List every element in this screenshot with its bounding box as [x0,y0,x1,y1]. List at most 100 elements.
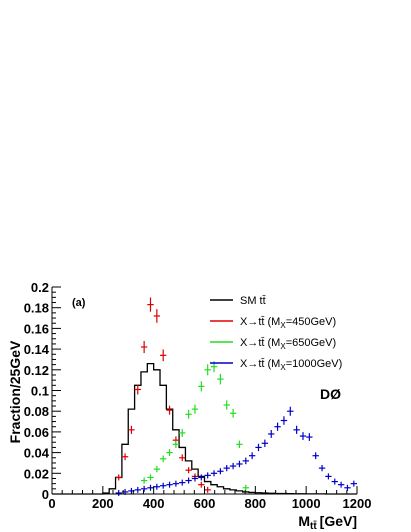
data-point-series-3 [172,480,180,487]
data-point-series-1 [115,474,122,481]
legend-label-tail: =1000GeV) [286,358,343,370]
data-point-series-2 [166,449,173,457]
x-tick-label: 1200 [343,496,372,511]
data-point-series-3 [236,460,243,468]
data-point-series-2 [236,440,243,449]
data-point-series-3 [261,439,269,448]
data-point-series-1 [179,454,186,462]
legend-label-tail: =450GeV) [286,316,336,328]
y-tick-label: 0.16 [24,321,49,336]
y-tick-label: 0.2 [31,280,49,295]
x-axis-title: Mtt̄ [GeV] [298,513,357,532]
data-point-series-3 [337,481,345,488]
legend-label-sub: X [280,321,286,330]
data-point-series-3 [280,416,288,425]
data-point-series-3 [223,465,230,472]
data-point-series-1 [134,384,141,395]
data-point-series-2 [229,408,237,418]
data-point-series-2 [223,400,230,410]
y-axis-title: Fraction/25GeV [7,340,23,443]
data-point-series-3 [229,462,237,470]
x-tick-label: 0 [48,496,55,511]
data-point-series-3 [331,478,338,485]
x-axis-title-main: M [298,513,310,529]
data-point-series-1 [128,425,135,434]
data-point-series-3 [166,481,173,488]
data-point-series-3 [274,422,281,431]
legend-label-main: SM tt̄ [240,295,266,307]
y-tick-label: 0.1 [31,384,49,399]
y-tick-label: 0 [42,487,49,502]
data-point-series-3 [160,482,167,489]
legend-label-main: X→tt̄ (M [240,316,280,328]
data-point-series-3 [140,485,148,492]
y-tick-label: 0.18 [24,301,49,316]
panel-label: (a) [72,297,86,309]
y-tick-label: 0.14 [24,342,50,357]
data-point-series-3 [147,484,154,491]
data-point-series-3 [350,480,357,487]
data-point-series-3 [248,452,256,460]
data-point-series-2 [191,404,199,414]
data-point-series-3 [306,433,313,441]
x-tick-label: 800 [244,496,266,511]
data-point-series-2 [172,440,180,449]
data-point-series-2 [185,409,192,419]
legend-label: SM tt̄ [240,295,266,307]
data-point-series-2 [217,373,224,385]
legend-label: X→tt̄ (MX=1000GeV) [240,358,342,372]
legend-label-tail: =650GeV) [286,337,336,349]
legend-item: X→tt̄ (MX=650GeV) [210,337,336,351]
legend-label-main: X→tt̄ (M [240,337,280,349]
data-point-series-3 [185,477,192,484]
data-point-series-3 [242,457,249,465]
y-tick-label: 0.06 [24,425,49,440]
x-axis-title-unit: [GeV] [320,513,357,529]
legend-label: X→tt̄ (MX=450GeV) [240,316,336,330]
data-point-series-3 [325,473,332,480]
data-point-series-1 [204,486,211,493]
x-tick-label: 400 [143,496,165,511]
legend-item: SM tt̄ [210,295,266,307]
y-ticks: 0 0.02 0.04 0.06 0.08 0.1 0.12 0.14 0.16 0.18 0.2 [24,280,61,502]
data-point-series-3 [115,489,122,496]
data-point-series-3 [255,443,262,452]
x-axis-title-sub: tt̄ [310,520,317,532]
legend-label-sub: X [280,363,286,372]
data-point-series-3 [217,468,224,475]
data-point-series-3 [344,484,351,491]
y-tick-label: 0.12 [24,363,49,378]
data-point-series-2 [147,474,154,481]
data-point-series-3 [268,430,275,438]
data-point-series-1 [160,349,167,362]
experiment-label: DØ [320,386,341,402]
data-point-series-2 [140,477,148,484]
data-point-series-2 [204,364,211,376]
y-tick-label: 0.04 [24,446,50,461]
y-tick-label: 0.02 [24,466,49,481]
data-point-series-1 [166,405,173,415]
x-ticks: 0 200 400 600 800 1000 1200 [48,486,371,511]
data-point-series-1 [185,467,192,474]
legend-label-sub: X [280,342,286,351]
data-point-series-1 [153,309,161,323]
data-point-series-3 [204,472,211,479]
data-point-series-3 [179,479,186,486]
data-point-series-3 [318,465,326,472]
x-tick-label: 200 [92,496,114,511]
data-point-series-2 [153,466,161,473]
legend-label: X→tt̄ (MX=650GeV) [240,337,336,351]
data-point-series-3 [312,452,319,460]
data-point-series-3 [134,486,141,493]
legend-item: X→tt̄ (MX=450GeV) [210,316,336,330]
data-point-series-1 [121,453,129,461]
data-point-series-3 [191,475,199,482]
data-point-series-3 [299,432,307,440]
data-point-series-2 [198,381,205,392]
data-point-series-2 [179,428,186,437]
legend-label-main: X→tt̄ (M [240,358,280,370]
data-point-series-3 [198,474,205,481]
data-point-series-1 [147,297,154,312]
